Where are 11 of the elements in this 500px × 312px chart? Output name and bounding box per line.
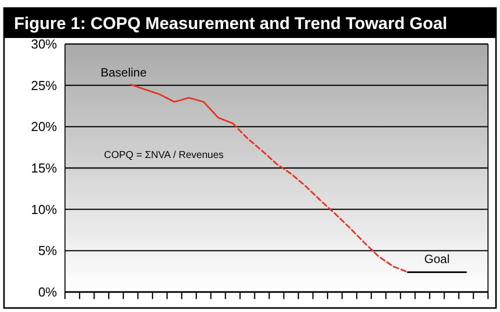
series-label: Goal <box>424 252 450 266</box>
y-tick-label: 0% <box>38 284 58 300</box>
y-tick-label: 20% <box>30 119 58 134</box>
series-label: Baseline <box>100 66 147 80</box>
annotation: COPQ = ΣNVA / Revenues <box>104 150 224 161</box>
chart-title: Figure 1: COPQ Measurement and Trend Toward Goal <box>14 14 448 33</box>
y-tick-label: 10% <box>30 202 58 217</box>
y-tick-label: 5% <box>38 243 58 258</box>
y-tick-label: 25% <box>30 78 58 93</box>
y-tick-label: 15% <box>30 160 58 176</box>
y-tick-label: 30% <box>30 36 58 52</box>
